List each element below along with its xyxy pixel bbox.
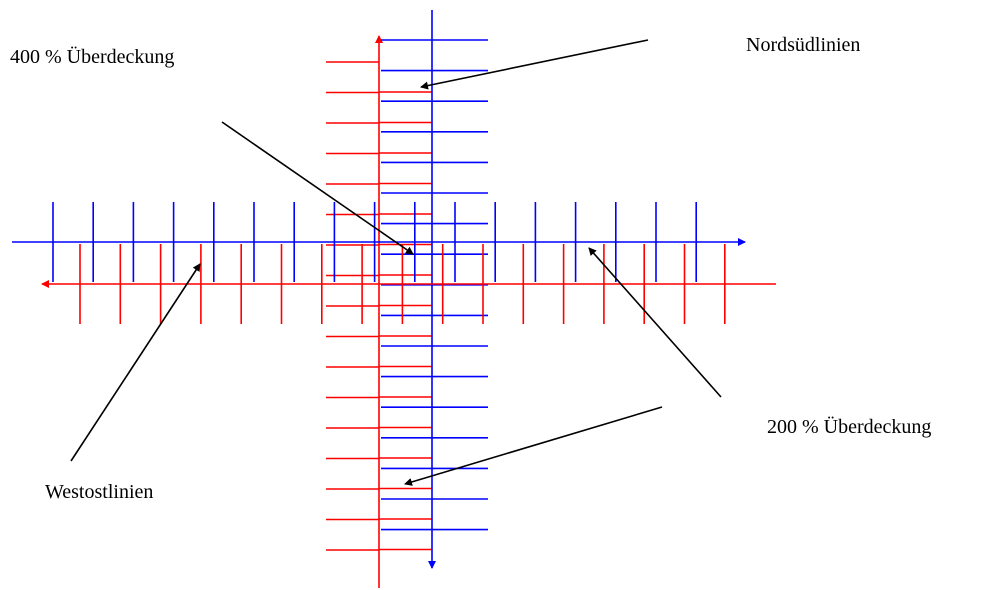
leader-north-south-lower — [404, 406, 663, 486]
red-vertical-flight-lines — [326, 35, 432, 588]
leader-west-east-lines — [70, 263, 201, 462]
label-north-south-lines: Nordsüdlinien — [746, 34, 860, 56]
label-200-percent-overlap: 200 % Überdeckung — [767, 415, 931, 438]
leader-200-percent-overlap — [588, 247, 722, 398]
leader-400-percent-overlap — [221, 121, 414, 255]
leader-north-south-lines — [420, 39, 649, 90]
leader-lines — [70, 39, 722, 486]
blue-vertical-flight-lines — [381, 10, 488, 569]
blue-horizontal-flight-lines — [12, 202, 746, 282]
label-400-percent-overlap: 400 % Überdeckung — [10, 45, 174, 68]
label-west-east-lines: Westostlinien — [45, 481, 153, 503]
red-horizontal-flight-lines — [41, 244, 776, 324]
